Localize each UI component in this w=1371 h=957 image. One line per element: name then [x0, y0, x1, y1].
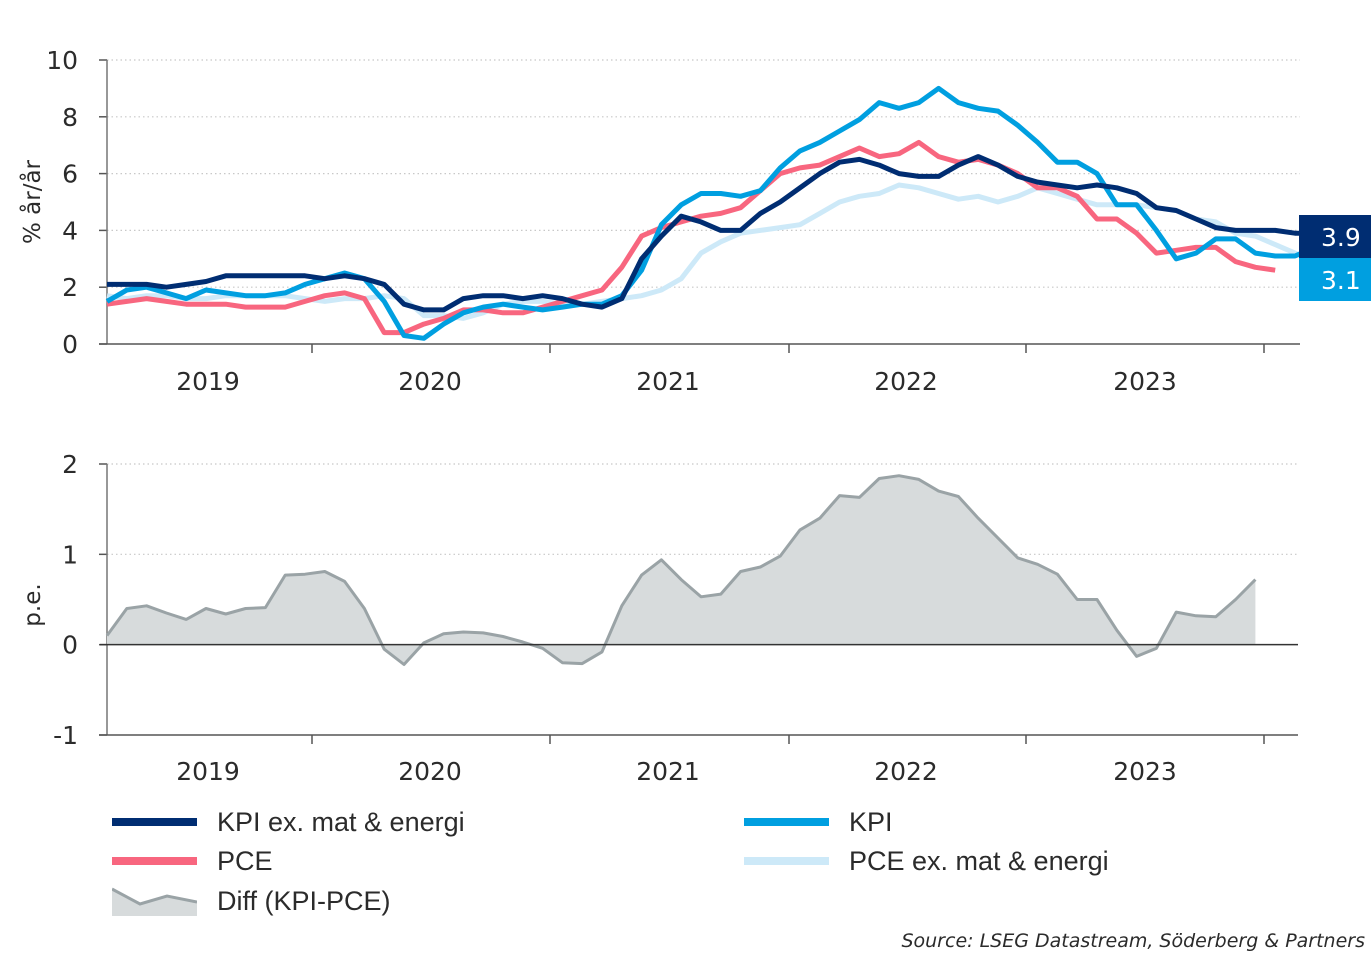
x-tick-label-2021: 2021	[636, 757, 700, 786]
legend-swatch-pce	[112, 857, 197, 865]
end-label-box	[1299, 258, 1371, 301]
legend-label: KPI	[849, 806, 893, 837]
legend-label: Diff (KPI-PCE)	[217, 885, 391, 916]
end-label-text: 3.1	[1321, 266, 1361, 295]
y-tick-label: -1	[53, 721, 78, 750]
x-tick-label-2023: 2023	[1113, 367, 1177, 396]
end-label-kpi-ex-mat-energi: 3.9	[1299, 215, 1371, 258]
y-tick-label: 8	[62, 103, 78, 132]
y-tick-label: 2	[62, 273, 78, 302]
y-axis-title: p.e.	[20, 583, 46, 626]
series-line-kpi	[105, 85, 1336, 341]
legend-swatch-kpi	[744, 818, 829, 826]
y-tick-label: 2	[62, 450, 78, 479]
y-tick-label: 0	[62, 631, 78, 660]
legend-item-pce-ex: PCE ex. mat & energi	[744, 841, 1109, 881]
y-tick-label: 6	[62, 160, 78, 189]
series-line-pce	[106, 139, 1276, 336]
top-line-chart: 0 2 4 6 8 10 2019 2020 2021 2022 2023 % år/år 3.9 3.1	[18, 46, 1371, 396]
legend-item-kpi: KPI	[744, 802, 893, 842]
legend-swatch-kpi-ex	[112, 818, 197, 826]
series-area-diff-kpi-pce	[107, 475, 1256, 665]
legend-item-kpi-ex: KPI ex. mat & energi	[112, 802, 465, 842]
legend-item-diff: Diff (KPI-PCE)	[112, 881, 391, 921]
legend-swatch-diff-icon	[112, 887, 197, 916]
y-tick-label: 1	[62, 540, 78, 569]
legend-label: KPI ex. mat & energi	[217, 806, 465, 837]
x-tick-label-2023: 2023	[1113, 757, 1177, 786]
y-axis-title: % år/år	[18, 159, 46, 244]
series-line-kpi-ex-mat-energi	[107, 154, 1315, 313]
source-note: Source: LSEG Datastream, Söderberg & Par…	[901, 930, 1365, 952]
end-label-text: 3.9	[1321, 223, 1361, 252]
end-label-box	[1299, 215, 1371, 258]
x-tick-label-2022: 2022	[874, 757, 938, 786]
x-tick-label-2021: 2021	[636, 367, 700, 396]
x-tick-label-2022: 2022	[874, 367, 938, 396]
x-tick-label-2019: 2019	[176, 757, 240, 786]
legend-label: PCE	[217, 845, 273, 876]
legend-swatch-pce-ex	[744, 857, 829, 865]
legend-label: PCE ex. mat & energi	[849, 845, 1109, 876]
y-tick-label: 10	[46, 46, 78, 75]
x-tick-label-2019: 2019	[176, 367, 240, 396]
y-tick-label: 4	[62, 216, 78, 245]
series-line-diff-kpi-pce	[105, 474, 1257, 666]
y-tick-label: 0	[62, 330, 78, 359]
bottom-area-chart: -1 0 1 2 2019 2020 2021 2022 2023 p.e.	[20, 450, 1298, 786]
end-label-kpi: 3.1	[1299, 258, 1371, 301]
legend-item-pce: PCE	[112, 841, 273, 881]
x-tick-label-2020: 2020	[398, 757, 462, 786]
x-tick-label-2020: 2020	[398, 367, 462, 396]
